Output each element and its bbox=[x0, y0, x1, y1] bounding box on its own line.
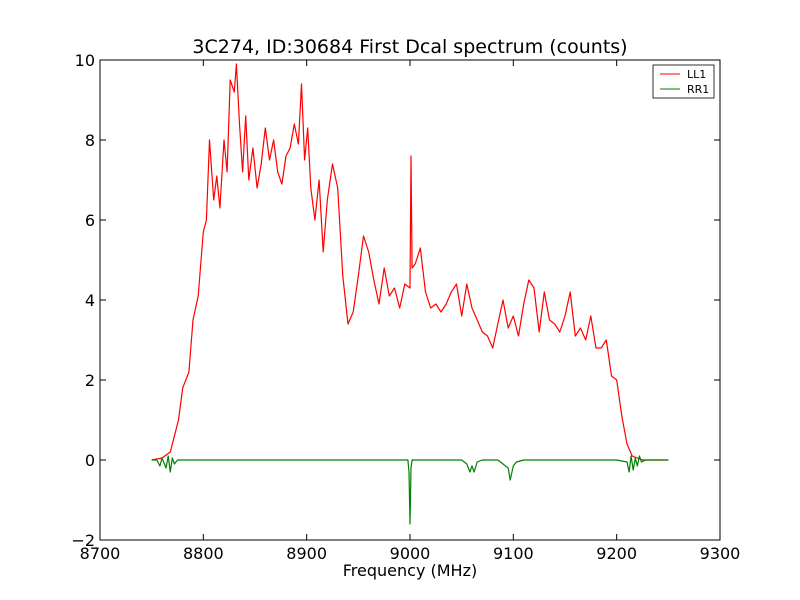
series-line-ll1 bbox=[151, 63, 669, 461]
series-line-rr1 bbox=[151, 455, 669, 525]
y-tick-label: 2 bbox=[85, 371, 95, 390]
x-tick-label: 9200 bbox=[596, 544, 637, 563]
x-tick-label: 8700 bbox=[80, 544, 121, 563]
legend-box bbox=[652, 64, 715, 99]
x-tick-label: 9000 bbox=[390, 544, 431, 563]
x-tick-label: 8900 bbox=[286, 544, 327, 563]
plot-frame bbox=[99, 59, 721, 541]
x-axis: 8700 8800 8900 9000 9100 9200 9300 bbox=[80, 60, 741, 563]
y-axis: −2 0 2 4 6 8 10 bbox=[71, 51, 720, 550]
legend: LL1 RR1 bbox=[652, 64, 715, 99]
y-tick-label: 4 bbox=[85, 291, 95, 310]
legend-label-rr1: RR1 bbox=[687, 83, 709, 96]
x-tick-label: 9300 bbox=[700, 544, 741, 563]
chart-title: 3C274, ID:30684 First Dcal spectrum (cou… bbox=[192, 36, 627, 58]
plot-lines bbox=[151, 63, 669, 525]
x-axis-label: Frequency (MHz) bbox=[343, 561, 477, 580]
y-tick-label: 10 bbox=[75, 51, 95, 70]
y-tick-label: 0 bbox=[85, 451, 95, 470]
x-tick-label: 8800 bbox=[183, 544, 224, 563]
y-tick-label: 6 bbox=[85, 211, 95, 230]
y-tick-label: −2 bbox=[71, 531, 95, 550]
legend-label-ll1: LL1 bbox=[687, 68, 706, 81]
y-tick-label: 8 bbox=[85, 131, 95, 150]
x-tick-label: 9100 bbox=[493, 544, 534, 563]
